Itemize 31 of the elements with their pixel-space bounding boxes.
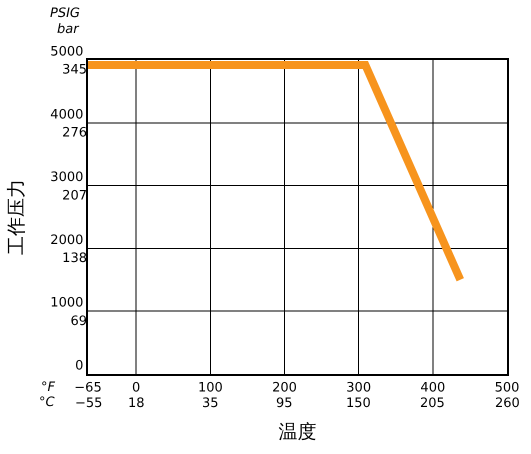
text: bar	[57, 22, 80, 37]
text: 95	[276, 396, 293, 411]
x-axis-title: 温度	[278, 420, 316, 443]
x-tick-label: −65	[74, 380, 102, 396]
x-tick-label: 300	[346, 380, 372, 396]
y-axis-title: 工作压力	[6, 179, 28, 255]
y-tick-label: 1000	[50, 296, 84, 311]
y2-tick-label: 138	[62, 251, 87, 266]
text: 35	[202, 396, 219, 411]
y-tick-label: 0	[75, 358, 84, 374]
y2-tick-label: 69	[70, 314, 87, 329]
y2-tick-label: 276	[62, 125, 87, 140]
x-tick-label: 200	[272, 380, 297, 396]
text: 260	[495, 396, 520, 411]
text: 18	[128, 396, 145, 411]
text: −55	[75, 396, 102, 411]
y2-tick-label: 207	[62, 188, 87, 204]
text: 205	[420, 396, 445, 411]
text: 150	[346, 396, 371, 411]
text: °C	[39, 395, 56, 410]
y-tick-label: 2000	[50, 232, 84, 248]
x-tick-label: 400	[420, 380, 446, 396]
y-tick-label: 4000	[50, 107, 84, 122]
x-tick-label: 100	[198, 380, 223, 396]
text: PSIG	[50, 6, 80, 21]
y2-tick-label: 345	[62, 62, 87, 78]
x-tick-label: 500	[494, 380, 520, 396]
y-tick-label: 3000	[50, 170, 84, 186]
text: °F	[41, 380, 56, 395]
y-tick-label: 5000	[50, 44, 84, 60]
x-tick-label: 0	[132, 380, 140, 396]
